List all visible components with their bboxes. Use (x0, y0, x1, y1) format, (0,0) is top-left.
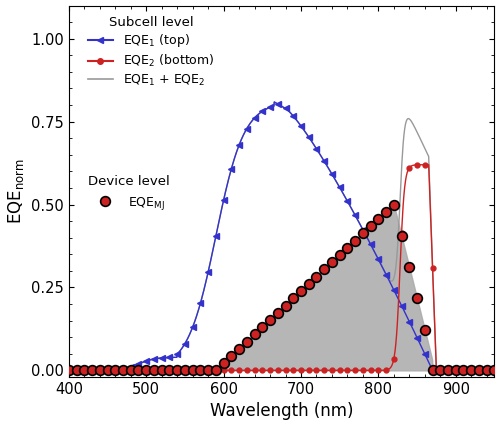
X-axis label: Wavelength (nm): Wavelength (nm) (210, 403, 354, 420)
Y-axis label: EQE$_\mathrm{norm}$: EQE$_\mathrm{norm}$ (6, 158, 25, 224)
Legend: EQE$_\mathrm{MJ}$: EQE$_\mathrm{MJ}$ (88, 175, 170, 211)
